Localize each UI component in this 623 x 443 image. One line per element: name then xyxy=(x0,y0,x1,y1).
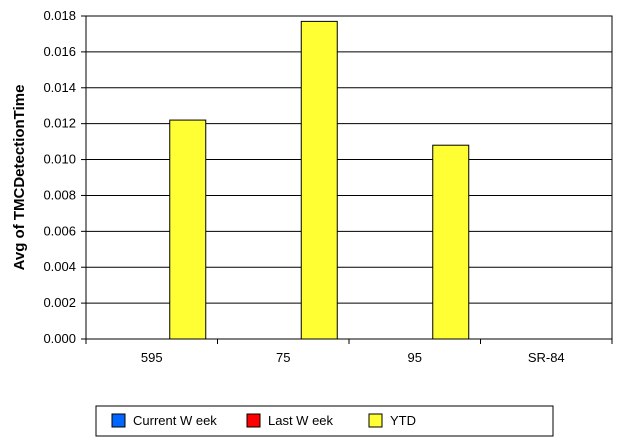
bars xyxy=(169,20,470,340)
legend-swatch-ytd xyxy=(368,413,383,428)
legend-label-ytd: YTD xyxy=(390,413,416,428)
y-tick-label: 0.018 xyxy=(43,8,76,23)
bar-ytd-75 xyxy=(300,20,338,340)
legend-box xyxy=(95,405,554,437)
y-tick-label: 0.016 xyxy=(43,44,76,59)
x-tick-label: 95 xyxy=(408,350,422,365)
legend-label-current-w-eek: Current W eek xyxy=(133,413,217,428)
x-axis-ticks: 595 75 95 SR-84 xyxy=(85,339,613,365)
bar-ytd-595 xyxy=(169,119,207,340)
y-tick-label: 0.008 xyxy=(43,187,76,202)
legend-swatch-last-w-eek xyxy=(246,413,261,428)
y-tick-label: 0.014 xyxy=(43,80,76,95)
gridlines xyxy=(86,15,612,340)
bar-ytd-95 xyxy=(432,144,470,340)
y-axis-title: Avg of TMCDetectionTime xyxy=(11,85,28,271)
x-tick-label: SR-84 xyxy=(528,350,565,365)
legend: Current W eek Last W eek YTD xyxy=(95,405,554,437)
x-tick-label: 75 xyxy=(276,350,290,365)
plot-area xyxy=(85,15,613,340)
y-tick-label: 0.004 xyxy=(43,259,76,274)
y-tick-label: 0.002 xyxy=(43,295,76,310)
y-axis-ticks: 0.000 0.002 0.004 0.006 0.008 0.010 0.012 0.014… xyxy=(43,8,86,346)
y-tick-label: 0.006 xyxy=(43,223,76,238)
y-tick-label: 0.000 xyxy=(43,331,76,346)
legend-swatch-current-w-eek xyxy=(111,413,126,428)
legend-label-last-w-eek: Last W eek xyxy=(268,413,334,428)
x-tick-label: 595 xyxy=(141,350,163,365)
y-tick-label: 0.010 xyxy=(43,152,76,167)
y-tick-label: 0.012 xyxy=(43,116,76,131)
